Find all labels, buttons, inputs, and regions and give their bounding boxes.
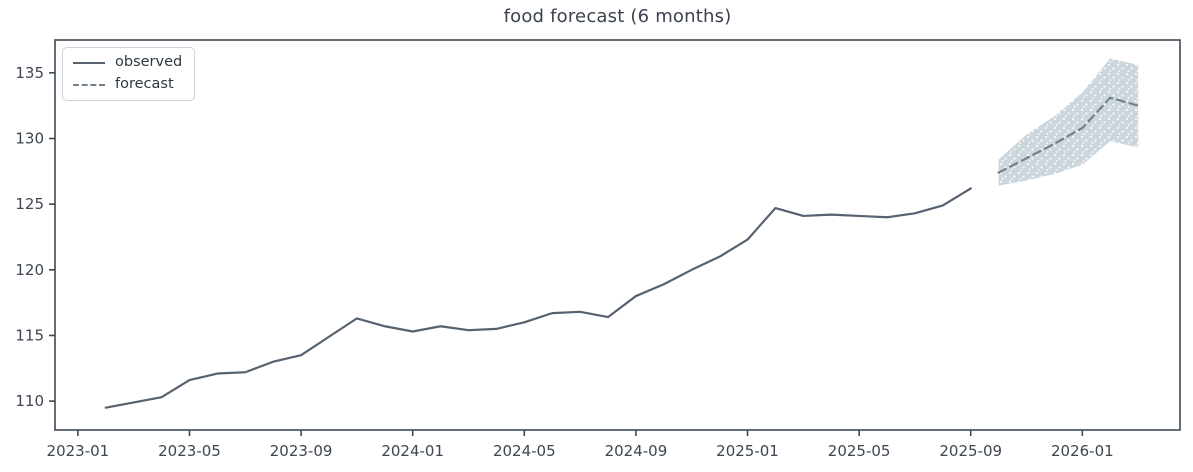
chart-legend: observed forecast xyxy=(62,47,196,101)
legend-item-observed: observed xyxy=(73,54,183,71)
y-tick-label: 120 xyxy=(15,261,44,279)
plot-border xyxy=(54,39,1181,431)
y-tick-label: 115 xyxy=(15,326,44,344)
chart-title: food forecast (6 months) xyxy=(503,6,732,27)
y-tick-label: 125 xyxy=(15,195,44,213)
legend-label: forecast xyxy=(115,75,174,92)
forecast-line-swatch xyxy=(73,83,105,86)
forecast-confidence-band xyxy=(998,58,1139,186)
x-tick-label: 2023-09 xyxy=(270,442,333,460)
x-tick-label: 2024-09 xyxy=(605,442,668,460)
x-tick-label: 2025-05 xyxy=(828,442,891,460)
x-tick-label: 2026-01 xyxy=(1051,442,1114,460)
forecast-line xyxy=(997,96,1140,174)
legend-label: observed xyxy=(115,54,183,70)
observed-line xyxy=(104,187,972,409)
x-tick-label: 2025-01 xyxy=(716,442,779,460)
x-tick-label: 2023-05 xyxy=(158,442,221,460)
y-tick-label: 110 xyxy=(15,392,44,410)
y-tick-label: 130 xyxy=(15,129,44,147)
y-tick-label: 135 xyxy=(15,64,44,82)
x-tick-label: 2025-09 xyxy=(939,442,1002,460)
x-tick-label: 2024-01 xyxy=(381,442,444,460)
x-tick-label: 2024-05 xyxy=(493,442,556,460)
x-tick-label: 2023-01 xyxy=(47,442,110,460)
legend-item-forecast: forecast xyxy=(73,75,182,93)
observed-line-swatch xyxy=(73,61,105,64)
